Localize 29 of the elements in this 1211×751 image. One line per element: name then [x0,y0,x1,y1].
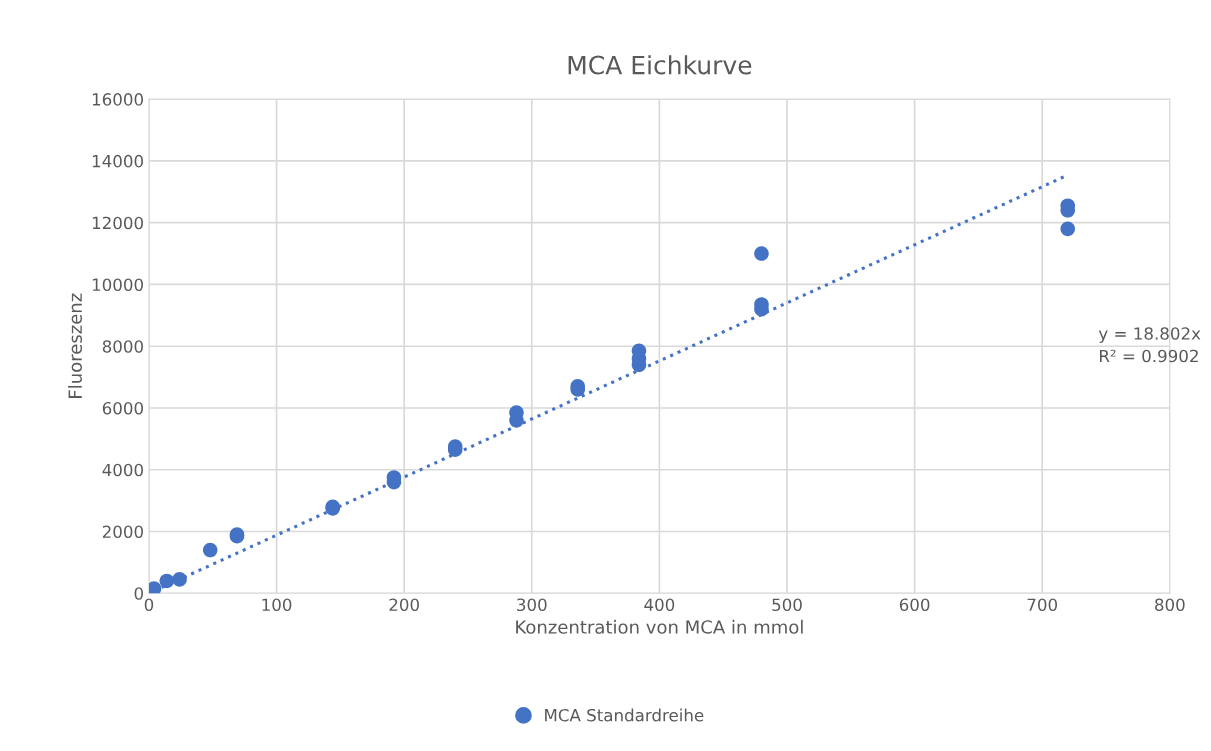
x-tick-label: 100 [262,598,292,612]
y-tick-label: 2000 [102,525,143,539]
chart-title: MCA Eichkurve [568,55,752,75]
x-tick-label: 600 [899,598,930,612]
x-tick-label: 500 [772,598,802,612]
y-tick-label: 6000 [102,401,143,415]
y-tick-label: 8000 [102,340,143,353]
x-tick-label: 0 [144,598,154,612]
point [148,581,162,594]
y-tick-label: 0 [134,587,143,600]
point [159,573,175,589]
x-tick-label: 700 [1027,598,1058,612]
y-axis-title: Fluoreszenz [68,293,83,398]
x-tick-label: 300 [517,598,547,612]
annotation: y = 18.802x R² = 0.9902 [1098,327,1201,363]
legend-label: MCA Standardreihe [545,708,704,722]
x-axis-title: Konzentration von MCA in mmol [516,619,803,634]
y-tick-label: 4000 [102,463,143,477]
y-tick-label: 14000 [92,154,143,168]
y-tick-label: 16000 [92,93,143,106]
point [202,542,218,558]
x-tick-label: 800 [1155,598,1185,612]
point [1060,221,1076,237]
point [172,572,187,587]
y-tick-label: 10000 [92,278,143,292]
x-tick-label: 200 [389,598,419,612]
y-tick-label: 12000 [92,216,143,230]
point [754,246,769,261]
x-tick-label: 400 [644,598,675,612]
